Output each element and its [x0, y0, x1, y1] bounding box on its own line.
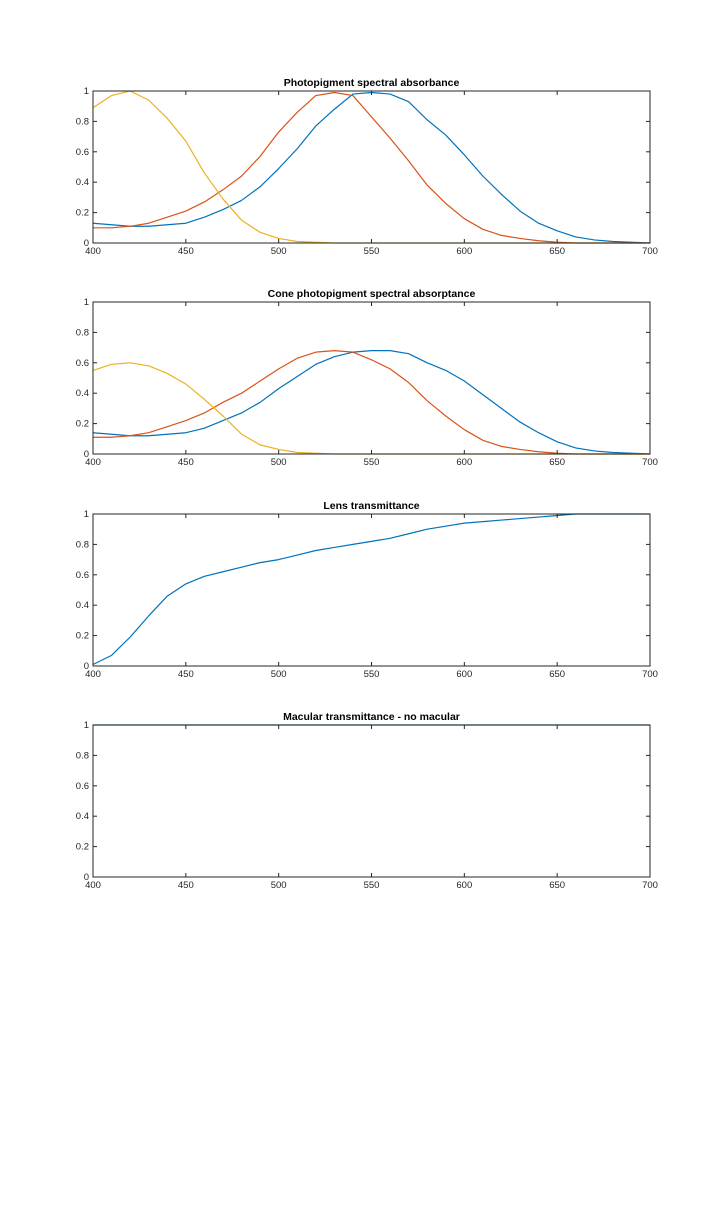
x-tick-label: 700 [642, 457, 658, 468]
x-tick-label: 450 [178, 880, 194, 891]
y-tick-label: 0.8 [76, 116, 89, 127]
x-tick-label: 550 [364, 669, 380, 680]
chart-title: Lens transmittance [323, 500, 419, 512]
x-tick-label: 400 [85, 246, 101, 257]
x-tick-label: 400 [85, 457, 101, 468]
x-tick-label: 550 [364, 246, 380, 257]
y-tick-label: 0.2 [76, 842, 89, 853]
y-tick-label: 0.8 [76, 327, 89, 338]
x-tick-label: 600 [456, 880, 472, 891]
y-tick-label: 0.4 [76, 600, 89, 611]
y-tick-label: 0.2 [76, 208, 89, 219]
y-tick-label: 0.4 [76, 388, 89, 399]
y-tick-label: 0.6 [76, 781, 89, 792]
y-tick-label: 1 [84, 509, 89, 520]
y-tick-label: 0 [84, 661, 89, 672]
axes-frame [92, 90, 651, 244]
x-tick-label: 450 [178, 457, 194, 468]
axes-frame [92, 301, 651, 455]
x-tick-label: 700 [642, 880, 658, 891]
x-tick-label: 450 [178, 669, 194, 680]
x-tick-label: 400 [85, 880, 101, 891]
chart-panel: Cone photopigment spectral absorptance 40… [76, 288, 658, 468]
x-tick-label: 700 [642, 246, 658, 257]
x-tick-label: 600 [456, 669, 472, 680]
x-tick-label: 450 [178, 246, 194, 257]
y-tick-label: 0.6 [76, 570, 89, 581]
series-line [92, 362, 650, 455]
y-tick-label: 0.4 [76, 177, 89, 188]
axes-frame [92, 724, 651, 878]
series-line [93, 350, 650, 455]
chart-panel: Lens transmittance 400 450 500 550 600 650 700 0… [76, 500, 658, 680]
x-tick-label: 500 [271, 457, 287, 468]
y-tick-label: 1 [84, 297, 89, 308]
chart-panel: Macular transmittance - no macular 400 450… [76, 711, 658, 891]
y-tick-label: 0.4 [76, 811, 89, 822]
x-tick-label: 500 [271, 669, 287, 680]
x-tick-label: 650 [549, 246, 565, 257]
x-tick-label: 550 [364, 880, 380, 891]
y-tick-label: 0.8 [76, 750, 89, 761]
x-tick-label: 500 [271, 880, 287, 891]
y-tick-label: 0 [84, 872, 89, 883]
chart-title: Photopigment spectral absorbance [284, 77, 460, 89]
y-tick-label: 1 [84, 720, 89, 731]
series-line [92, 350, 651, 455]
chart-panel: Photopigment spectral absorbance 400 450 50… [76, 77, 658, 257]
chart-title: Macular transmittance - no macular [283, 711, 460, 723]
x-tick-label: 600 [456, 246, 472, 257]
x-tick-label: 650 [549, 457, 565, 468]
series-line [93, 91, 650, 244]
x-tick-label: 600 [456, 457, 472, 468]
y-tick-label: 0.2 [76, 419, 89, 430]
y-tick-label: 0 [84, 449, 89, 460]
y-tick-label: 1 [84, 86, 89, 97]
series-line [92, 513, 650, 666]
y-tick-label: 0 [84, 238, 89, 249]
chart-title: Cone photopigment spectral absorptance [268, 288, 476, 300]
series-line [92, 91, 651, 244]
x-tick-label: 500 [271, 246, 287, 257]
y-tick-label: 0.2 [76, 631, 89, 642]
x-tick-label: 700 [642, 669, 658, 680]
x-tick-label: 650 [549, 669, 565, 680]
x-tick-label: 650 [549, 880, 565, 891]
y-tick-label: 0.6 [76, 358, 89, 369]
series-line [92, 90, 650, 244]
y-tick-label: 0.8 [76, 539, 89, 550]
x-tick-label: 400 [85, 669, 101, 680]
x-tick-label: 550 [364, 457, 380, 468]
y-tick-label: 0.6 [76, 147, 89, 158]
